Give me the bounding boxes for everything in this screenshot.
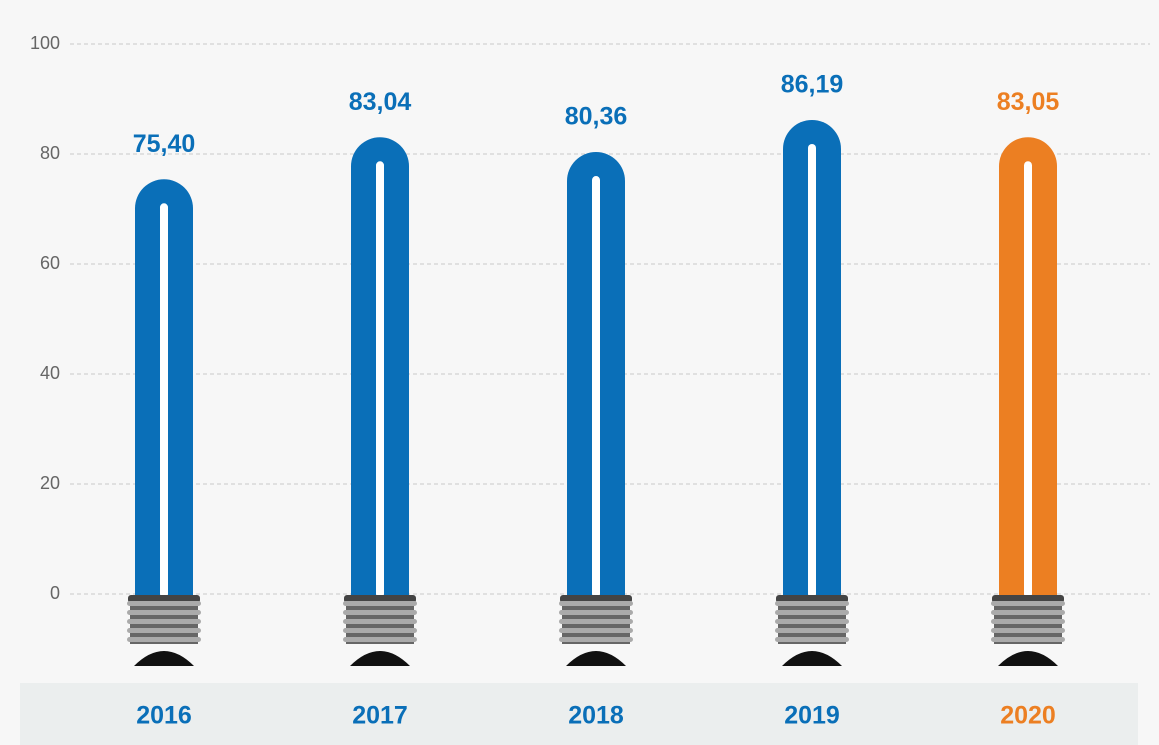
socket-thread <box>127 628 201 633</box>
bulb-gap <box>160 203 168 598</box>
socket-thread <box>343 637 417 642</box>
value-label: 75,40 <box>133 130 196 158</box>
socket-thread <box>559 619 633 624</box>
socket-thread <box>775 619 849 624</box>
socket-thread <box>343 601 417 606</box>
value-label: 80,36 <box>565 103 628 131</box>
socket-thread <box>775 610 849 615</box>
socket-thread <box>991 610 1065 615</box>
y-tick-label: 40 <box>40 363 60 383</box>
socket-thread <box>775 637 849 642</box>
bulb-gap <box>592 176 600 598</box>
socket-thread <box>343 619 417 624</box>
bulb-gap <box>1024 161 1032 598</box>
socket-thread <box>559 637 633 642</box>
socket <box>343 601 417 644</box>
bulb-gap <box>808 144 816 598</box>
socket-thread <box>991 601 1065 606</box>
socket-thread <box>127 619 201 624</box>
x-tick-label: 2018 <box>568 702 624 730</box>
socket-thread <box>775 628 849 633</box>
socket-thread <box>991 628 1065 633</box>
socket-thread <box>127 610 201 615</box>
socket <box>559 601 633 644</box>
socket-thread <box>127 601 201 606</box>
socket <box>991 601 1065 644</box>
y-tick-label: 20 <box>40 473 60 493</box>
value-label: 83,05 <box>997 88 1060 116</box>
socket <box>775 601 849 644</box>
socket-thread <box>991 619 1065 624</box>
socket <box>127 601 201 644</box>
y-tick-label: 80 <box>40 143 60 163</box>
socket-thread <box>559 610 633 615</box>
y-tick-label: 60 <box>40 253 60 273</box>
socket-thread <box>127 637 201 642</box>
socket-thread <box>775 601 849 606</box>
x-tick-label: 2019 <box>784 702 840 730</box>
chart: 0 20 40 60 80 100 75,40 2016 83,04 2017 80,36 2018 8… <box>0 0 1159 745</box>
page: {"chart_data": {"type": "bulb", "categor… <box>0 0 1159 745</box>
y-tick-label: 100 <box>30 33 60 53</box>
bulb-gap <box>376 161 384 598</box>
x-tick-label: 2020 <box>1000 702 1056 730</box>
x-tick-label: 2016 <box>136 702 192 730</box>
value-label: 83,04 <box>349 88 412 116</box>
socket-thread <box>559 601 633 606</box>
socket-thread <box>343 628 417 633</box>
socket-thread <box>991 637 1065 642</box>
socket-thread <box>559 628 633 633</box>
y-tick-label: 0 <box>50 583 60 603</box>
x-tick-label: 2017 <box>352 702 408 730</box>
value-label: 86,19 <box>781 71 844 99</box>
socket-thread <box>343 610 417 615</box>
